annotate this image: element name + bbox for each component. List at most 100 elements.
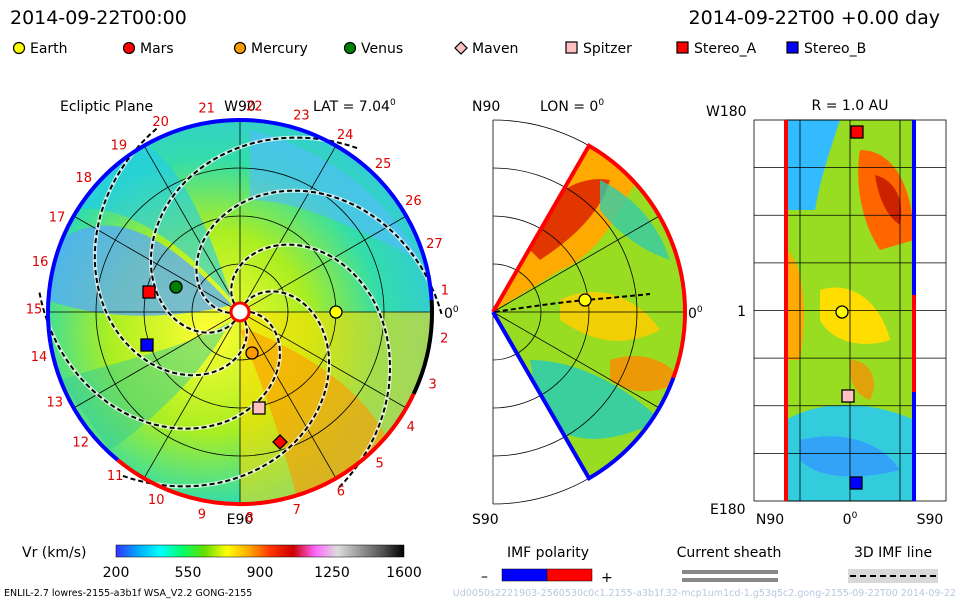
colorbar-bar [115, 544, 405, 558]
ecliptic-sector-number: 26 [405, 194, 422, 209]
radial-middle-label: 1 [737, 304, 746, 320]
ecliptic-sector-number: 6 [337, 485, 345, 500]
header-left-time: 2014-09-22T00:00 [10, 7, 187, 29]
imf-polarity-plus: + [601, 570, 613, 586]
ecliptic-polarity-arc [411, 299, 434, 395]
ecliptic-sector-number: 7 [293, 503, 301, 518]
ecliptic-right-label: 00 [444, 305, 459, 322]
ecliptic-sector-number: 22 [246, 100, 263, 115]
legend-item-mars: Mars [122, 41, 174, 57]
radial-x-label-north: N90 [756, 512, 784, 528]
radial-x-label-south: S90 [917, 512, 944, 528]
colorbar-tick-label: 1600 [386, 565, 422, 581]
imf-polarity-minus: – [481, 569, 488, 585]
ecliptic-top-label: W90 [224, 99, 256, 115]
meridional-grid-spoke [492, 311, 660, 409]
ecliptic-sector-number: 12 [72, 436, 89, 451]
ecliptic-sector-number: 10 [148, 493, 165, 508]
meridional-polarity-positive [491, 142, 687, 379]
ecliptic-imf-line [149, 136, 360, 334]
legend-label: Venus [361, 41, 403, 57]
colorbar-tick-label: 550 [175, 565, 202, 581]
mars-marker [142, 285, 156, 299]
legend-item-stereo-a: Stereo_A [676, 41, 757, 57]
spitzer-marker [841, 389, 855, 403]
imf-polarity-label: IMF polarity [507, 545, 589, 561]
ecliptic-polarity-arc [116, 392, 416, 506]
ecliptic-sector-number: 15 [26, 303, 43, 318]
ecliptic-polarity-rim [46, 118, 434, 506]
body-legend: Earth Mars Mercury Venus Maven Spitzer S… [12, 41, 866, 57]
ecliptic-sector-number: 19 [111, 138, 128, 153]
imf-polarity-key: IMF polarity – + [481, 545, 613, 586]
legend-item-stereo-b: Stereo_B [786, 41, 866, 57]
ecliptic-sector-number: 20 [152, 115, 169, 130]
radial-top-left-label: W180 [706, 104, 747, 120]
ecliptic-sector-number: 17 [49, 210, 66, 225]
meridional-polarity-negative [491, 311, 676, 482]
footer-left: ENLIL-2.7 lowres-2155-a3b1f WSA_V2.2 GON… [4, 588, 252, 599]
ecliptic-sector-number: 5 [375, 457, 383, 472]
current-sheath-swatch-bottom [682, 578, 778, 582]
ecliptic-sector-number: 11 [107, 469, 124, 484]
earth-marker [578, 293, 592, 307]
ecliptic-panel: Ecliptic Plane LAT = 7.040 W90 E90 00 12… [26, 98, 459, 528]
legend-item-mercury: Mercury [233, 41, 308, 57]
ecliptic-sector-number: 8 [245, 511, 253, 526]
sun-icon [229, 301, 251, 323]
ecliptic-imf-line [93, 126, 248, 377]
ecliptic-imf-line [120, 290, 331, 488]
venus-marker-icon [343, 41, 357, 55]
ecliptic-sector-number: 16 [32, 255, 49, 270]
radial-panel: W180 R = 1.0 AU 1 E180 N90 00 S90 [706, 98, 947, 528]
ecliptic-title: Ecliptic Plane [60, 99, 153, 115]
mercury-marker-icon [233, 41, 247, 55]
imf-line-key: 3D IMF line [848, 545, 938, 583]
legend-label: Spitzer [583, 41, 632, 57]
meridional-polarity-rim [491, 142, 687, 482]
ecliptic-sector-number: 13 [47, 395, 64, 410]
earth-marker [329, 305, 343, 319]
stereo-b-marker [140, 338, 154, 352]
ecliptic-sector-number: 3 [429, 378, 437, 393]
venus-marker [169, 280, 183, 294]
stereo-b-marker [849, 476, 863, 490]
meridional-velocity-map [493, 146, 685, 478]
ecliptic-sector-number: 14 [31, 350, 48, 365]
imf-line-label: 3D IMF line [854, 545, 932, 561]
ecliptic-polarity-arc [46, 118, 434, 462]
ecliptic-imf-lines [37, 126, 444, 491]
stereo-a-marker [272, 434, 288, 450]
ecliptic-sector-number: 21 [198, 102, 215, 117]
ecliptic-sector-number: 27 [426, 237, 443, 252]
radial-r-label: R = 1.0 AU [812, 98, 889, 114]
colorbar-tick-label: 900 [247, 565, 274, 581]
earth-marker-icon [12, 41, 26, 55]
ecliptic-imf-line [195, 189, 443, 316]
meridional-bottom-label: S90 [472, 512, 499, 528]
legend-label: Maven [472, 41, 518, 57]
radial-bottom-left-label: E180 [710, 502, 746, 518]
colorbar-tick-label: 200 [103, 565, 130, 581]
colorbar-tick-label: 1250 [314, 565, 350, 581]
legend-item-venus: Venus [343, 41, 403, 57]
stereo-a-marker-icon [676, 41, 689, 54]
ecliptic-sector-number: 1 [441, 284, 449, 299]
spitzer-marker-icon [565, 41, 578, 54]
meridional-right-label: 00 [688, 305, 703, 322]
mercury-marker [245, 346, 259, 360]
ecliptic-grid [48, 120, 432, 504]
ecliptic-sector-number: 2 [440, 331, 448, 346]
legend-label: Stereo_B [804, 41, 866, 57]
ecliptic-imf-line [38, 290, 281, 430]
ecliptic-sector-number: 24 [337, 128, 354, 143]
meridional-panel: N90 LON = 00 S90 00 [472, 98, 703, 528]
legend-item-earth: Earth [12, 41, 68, 57]
footer-right: Ud0050s2221903-2560530c0c1.2155-a3b1f.32… [453, 588, 956, 599]
radial-x-label-center: 00 [843, 511, 858, 528]
ecliptic-sector-number: 9 [198, 507, 206, 522]
legend-item-spitzer: Spitzer [565, 41, 632, 57]
imf-positive-swatch [546, 568, 593, 582]
legend-label: Mars [140, 41, 174, 57]
ecliptic-sector-number: 23 [293, 108, 310, 123]
